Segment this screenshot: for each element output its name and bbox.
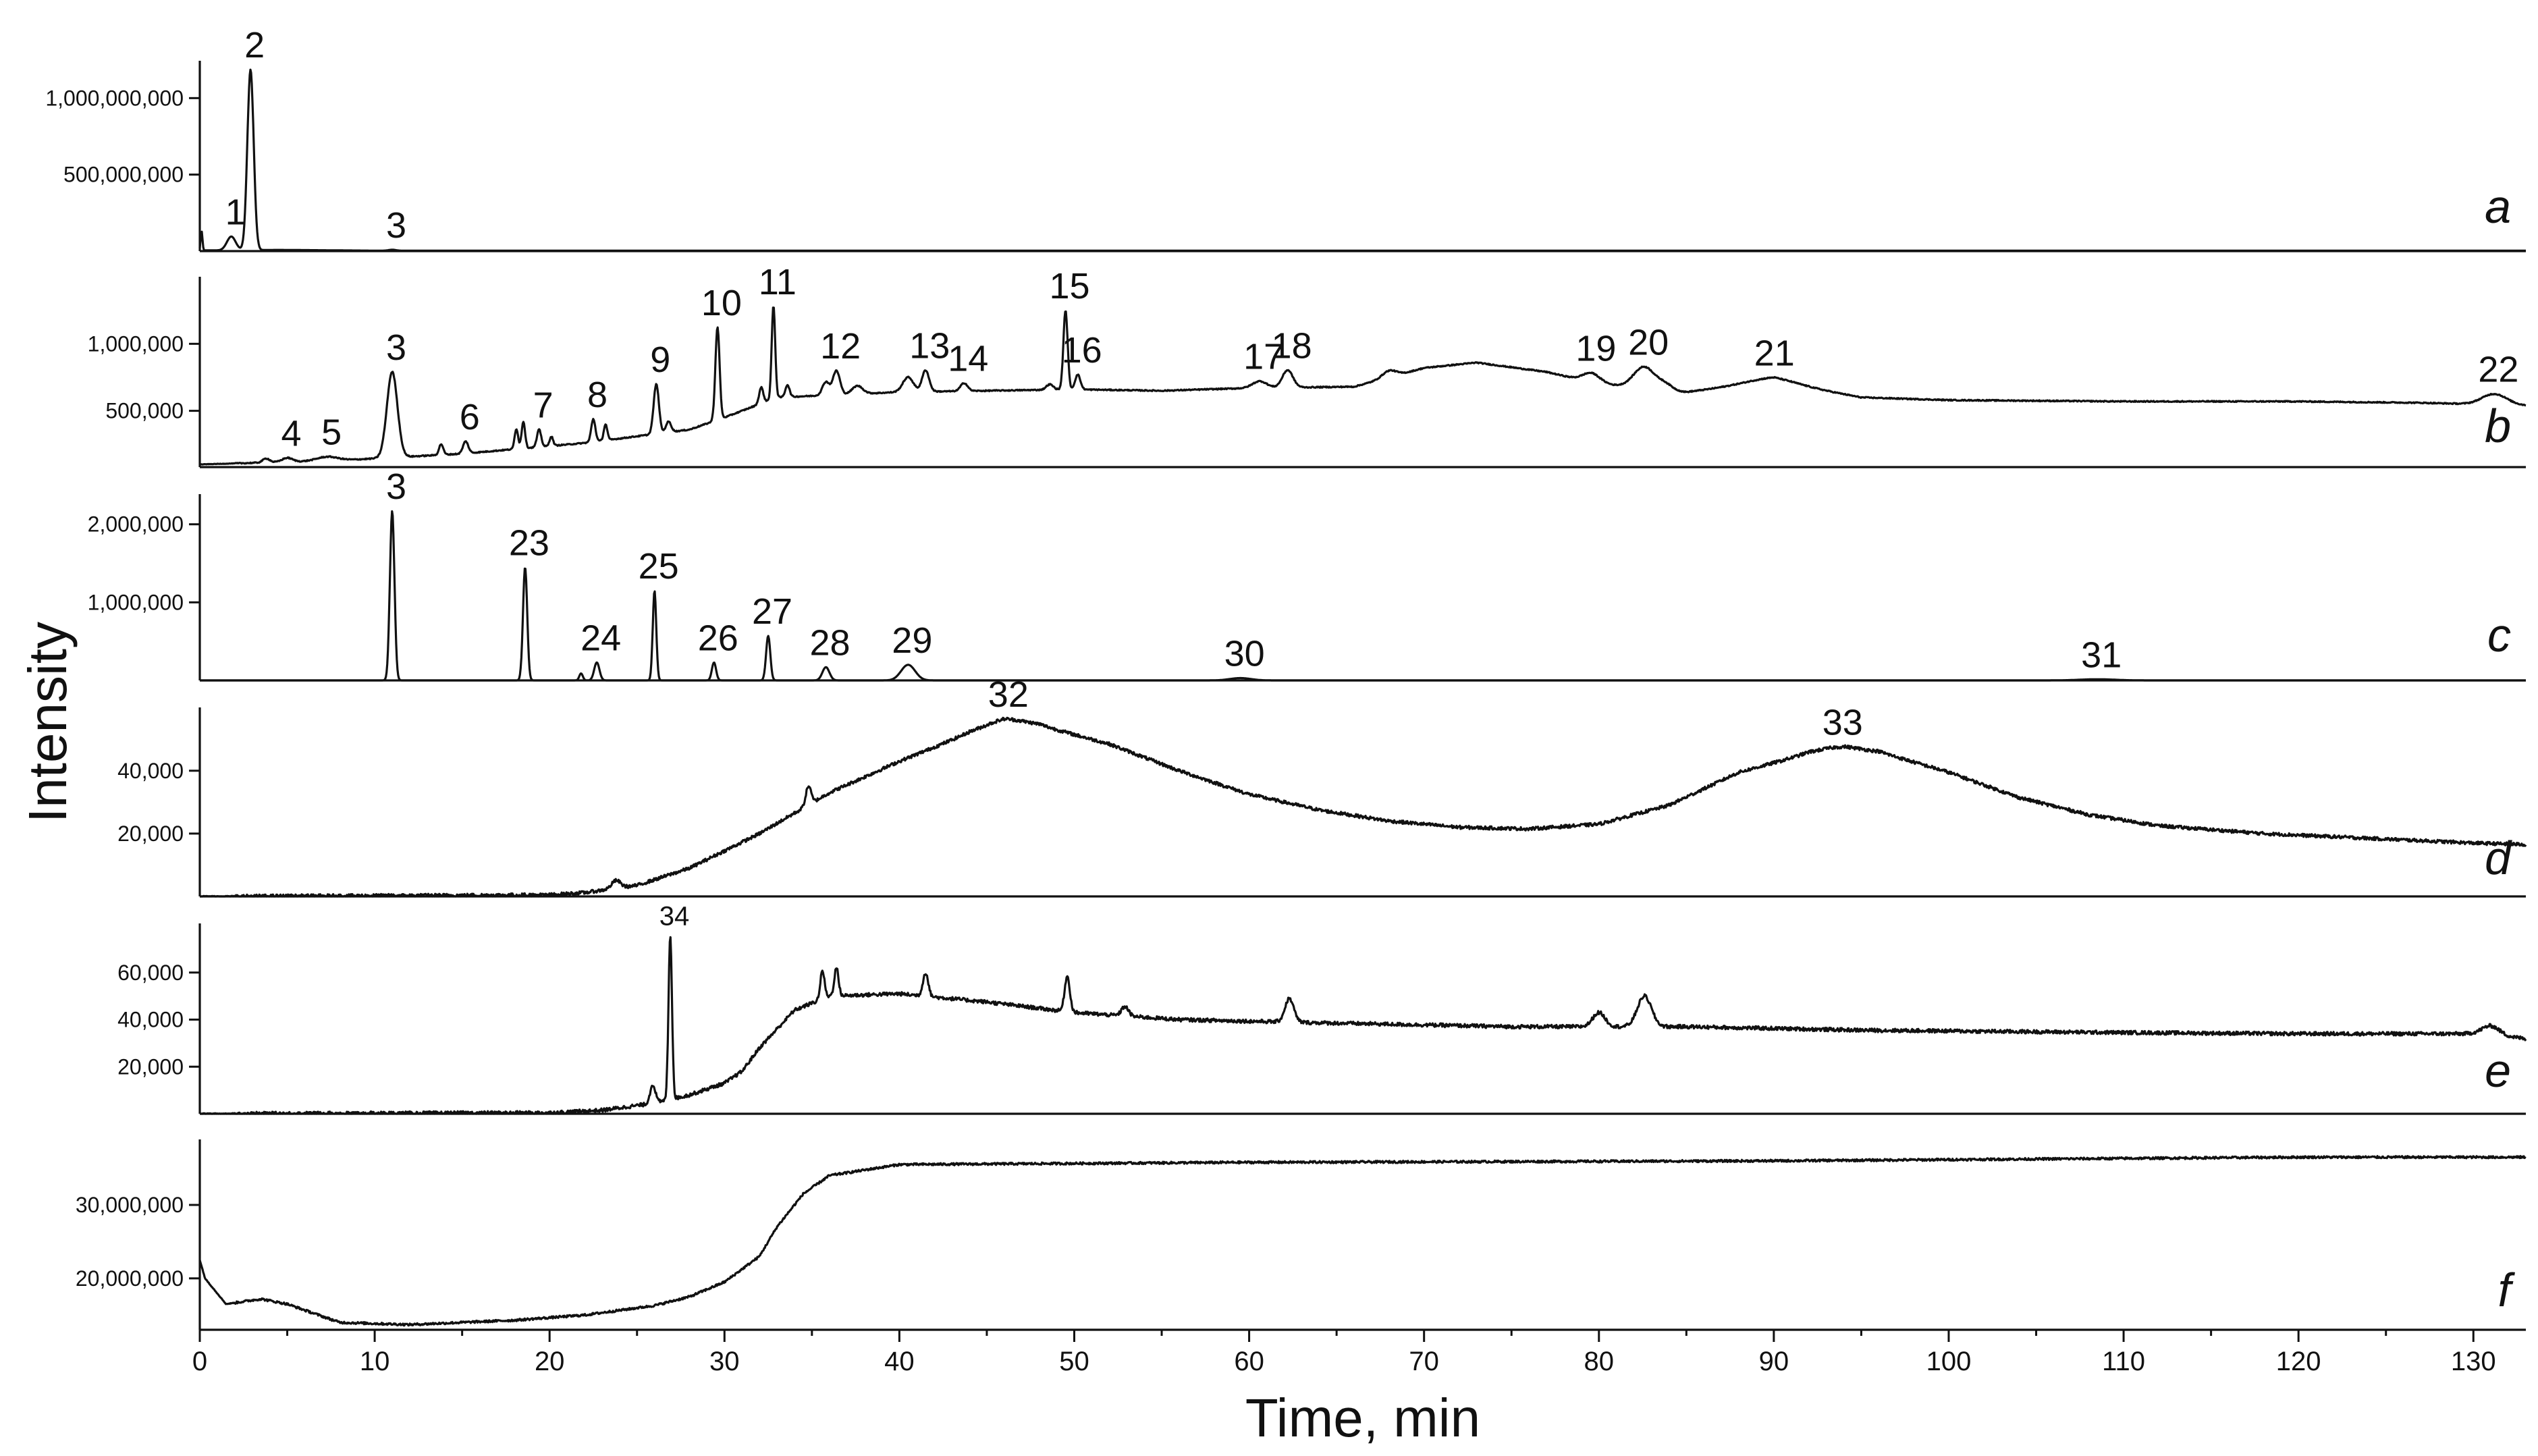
x-tick-label: 70 — [1409, 1347, 1439, 1376]
y-tick-label-e: 60,000 — [117, 961, 184, 985]
peak-label-b-14: 14 — [948, 338, 988, 379]
peak-label-b-12: 12 — [820, 326, 861, 367]
trace-c — [199, 510, 2527, 682]
y-tick-label-d: 20,000 — [117, 821, 184, 846]
peak-label-b-5: 5 — [321, 412, 342, 453]
trace-e — [199, 936, 2527, 1115]
y-tick-label-f: 30,000,000 — [76, 1193, 184, 1217]
peak-label-b-8: 8 — [587, 375, 608, 415]
x-tick-label: 10 — [360, 1347, 390, 1376]
peak-label-a-2: 2 — [244, 25, 265, 65]
x-axis-title: Time, min — [1245, 1388, 1480, 1448]
peak-label-b-20: 20 — [1628, 322, 1669, 362]
peak-label-b-7: 7 — [533, 385, 554, 425]
panel-letter-e: e — [2485, 1044, 2511, 1097]
x-tick-label: 0 — [192, 1347, 207, 1376]
y-tick-label-a: 1,000,000,000 — [45, 86, 184, 110]
y-tick-label-f: 20,000,000 — [76, 1266, 184, 1291]
peak-label-b-22: 22 — [2478, 350, 2518, 390]
y-axis-title: Intensity — [18, 622, 78, 823]
peak-label-b-17: 17 — [1243, 337, 1284, 377]
peak-label-b-10: 10 — [701, 283, 742, 323]
x-tick-label: 30 — [709, 1347, 740, 1376]
x-axis: 0 10 20 30 40 50 60 70 80 90 100 110 120 130 — [192, 1330, 2496, 1376]
peak-label-b-3: 3 — [386, 327, 406, 368]
x-tick-label: 60 — [1234, 1347, 1264, 1376]
peak-label-c-30: 30 — [1224, 634, 1265, 674]
trace-a — [198, 68, 2527, 252]
y-tick-label-b: 500,000 — [105, 399, 184, 423]
trace-b — [199, 306, 2527, 466]
peak-label-d-32: 32 — [988, 674, 1029, 715]
x-tick-label: 40 — [884, 1347, 915, 1376]
y-tick-label-a: 500,000,000 — [63, 163, 184, 187]
peak-label-b-4: 4 — [281, 413, 302, 454]
x-tick-label: 50 — [1059, 1347, 1089, 1376]
peak-label-b-19: 19 — [1575, 329, 1616, 369]
y-tick-label-e: 40,000 — [117, 1008, 184, 1032]
x-tick-label: 100 — [1926, 1347, 1972, 1376]
x-tick-label: 130 — [2451, 1347, 2496, 1376]
peak-label-b-13: 13 — [909, 325, 950, 366]
peak-label-a-1: 1 — [225, 192, 246, 232]
peak-label-c-31: 31 — [2081, 635, 2122, 675]
panel-f: 20,000,000 30,000,000 f — [76, 1139, 2527, 1331]
peak-label-c-29: 29 — [892, 620, 932, 661]
peak-label-c-23: 23 — [509, 522, 549, 563]
peak-label-a-3: 3 — [386, 205, 406, 246]
panel-letter-c: c — [2487, 609, 2511, 662]
x-tick-label: 120 — [2276, 1347, 2321, 1376]
y-tick-label-d: 40,000 — [117, 759, 184, 783]
peak-label-c-27: 27 — [752, 591, 792, 632]
panel-letter-d: d — [2485, 832, 2512, 884]
y-tick-label-c: 1,000,000 — [88, 590, 184, 614]
x-tick-label: 110 — [2102, 1347, 2145, 1376]
peak-label-b-11: 11 — [759, 262, 796, 302]
peak-label-b-9: 9 — [650, 340, 670, 380]
x-tick-label: 20 — [535, 1347, 565, 1376]
peak-label-c-28: 28 — [810, 622, 850, 663]
panel-letter-b: b — [2485, 400, 2511, 452]
peak-label-b-15: 15 — [1049, 266, 1089, 306]
x-tick-label: 80 — [1584, 1347, 1615, 1376]
peak-label-b-16: 16 — [1062, 330, 1102, 371]
trace-d — [199, 716, 2527, 898]
panel-e: 20,000 40,000 60,000 34 e — [117, 902, 2527, 1115]
peak-label-b-21: 21 — [1754, 333, 1795, 374]
peak-label-c-3: 3 — [386, 466, 406, 507]
panel-a: 500,000,000 1,000,000,000 1 2 3 a — [45, 25, 2527, 252]
panel-letter-f: f — [2498, 1264, 2516, 1316]
peak-label-c-24: 24 — [580, 618, 621, 658]
peak-label-b-18: 18 — [1272, 325, 1312, 366]
y-tick-label-e: 20,000 — [117, 1054, 184, 1079]
panel-c: 1,000,000 2,000,000 3 23 24 25 26 27 28 29 30 31 c — [88, 466, 2527, 682]
panel-letter-a: a — [2485, 180, 2511, 233]
peak-label-e-34: 34 — [659, 902, 690, 932]
peak-label-c-25: 25 — [639, 546, 679, 587]
panel-d: 20,000 40,000 32 33 d — [117, 674, 2527, 898]
peak-label-b-6: 6 — [460, 397, 480, 437]
trace-f — [198, 1155, 2527, 1327]
peak-label-d-33: 33 — [1823, 703, 1863, 743]
peak-label-c-26: 26 — [698, 618, 738, 658]
y-tick-label-b: 1,000,000 — [88, 331, 184, 356]
y-tick-label-c: 2,000,000 — [88, 512, 184, 537]
x-tick-label: 90 — [1759, 1347, 1789, 1376]
